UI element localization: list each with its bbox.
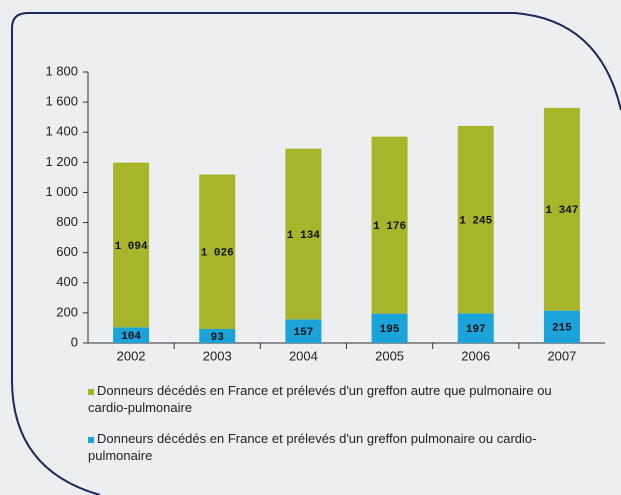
x-tick-label: 2002 bbox=[117, 348, 146, 363]
value-label: 215 bbox=[552, 323, 572, 335]
value-label: 197 bbox=[466, 324, 486, 336]
bar-segment bbox=[285, 319, 322, 343]
value-label: 1 176 bbox=[373, 221, 406, 233]
x-tick-label: 2007 bbox=[547, 348, 576, 363]
bar-segment bbox=[285, 148, 322, 320]
legend-label: Donneurs décédés en France et prélevés d… bbox=[88, 431, 537, 463]
x-tick-label: 2006 bbox=[461, 348, 490, 363]
x-tick-label: 2003 bbox=[203, 348, 232, 363]
value-label: 1 245 bbox=[459, 216, 492, 228]
bar-segment bbox=[113, 162, 150, 328]
value-label: 1 347 bbox=[545, 205, 578, 217]
y-tick-label: 1 400 bbox=[45, 124, 78, 139]
bar-segment bbox=[457, 125, 494, 314]
y-tick-label: 400 bbox=[56, 274, 78, 289]
value-label: 1 134 bbox=[287, 230, 320, 242]
value-label: 157 bbox=[294, 327, 314, 339]
value-label: 1 094 bbox=[115, 241, 148, 253]
bar-segment bbox=[371, 136, 408, 314]
y-tick-label: 800 bbox=[56, 214, 78, 229]
frame bbox=[11, 12, 621, 495]
legend-swatch bbox=[88, 388, 94, 395]
y-tick-label: 1 200 bbox=[45, 154, 78, 169]
y-tick-label: 1 600 bbox=[45, 94, 78, 109]
bar-segment bbox=[543, 107, 580, 311]
bar-segment bbox=[457, 313, 494, 343]
y-tick-label: 200 bbox=[56, 304, 78, 319]
bar-segment bbox=[199, 328, 236, 343]
value-label: 104 bbox=[121, 331, 141, 343]
bar-segment bbox=[113, 327, 150, 343]
bar-segment bbox=[543, 310, 580, 343]
x-tick-label: 2004 bbox=[289, 348, 318, 363]
legend-item: Donneurs décédés en France et prélevés d… bbox=[80, 382, 578, 416]
legend-label: Donneurs décédés en France et prélevés d… bbox=[88, 383, 552, 415]
y-tick-label: 1 000 bbox=[45, 184, 78, 199]
y-tick-label: 1 800 bbox=[45, 63, 78, 78]
legend-item: Donneurs décédés en France et prélevés d… bbox=[80, 430, 578, 464]
x-tick-label: 2005 bbox=[375, 348, 404, 363]
value-label: 1 026 bbox=[201, 248, 234, 260]
bar-segment bbox=[199, 174, 236, 329]
y-tick-label: 600 bbox=[56, 244, 78, 259]
legend-swatch bbox=[88, 436, 94, 443]
y-tick-label: 0 bbox=[71, 334, 78, 349]
value-label: 93 bbox=[211, 332, 225, 344]
value-label: 195 bbox=[380, 324, 400, 336]
bar-segment bbox=[371, 313, 408, 343]
